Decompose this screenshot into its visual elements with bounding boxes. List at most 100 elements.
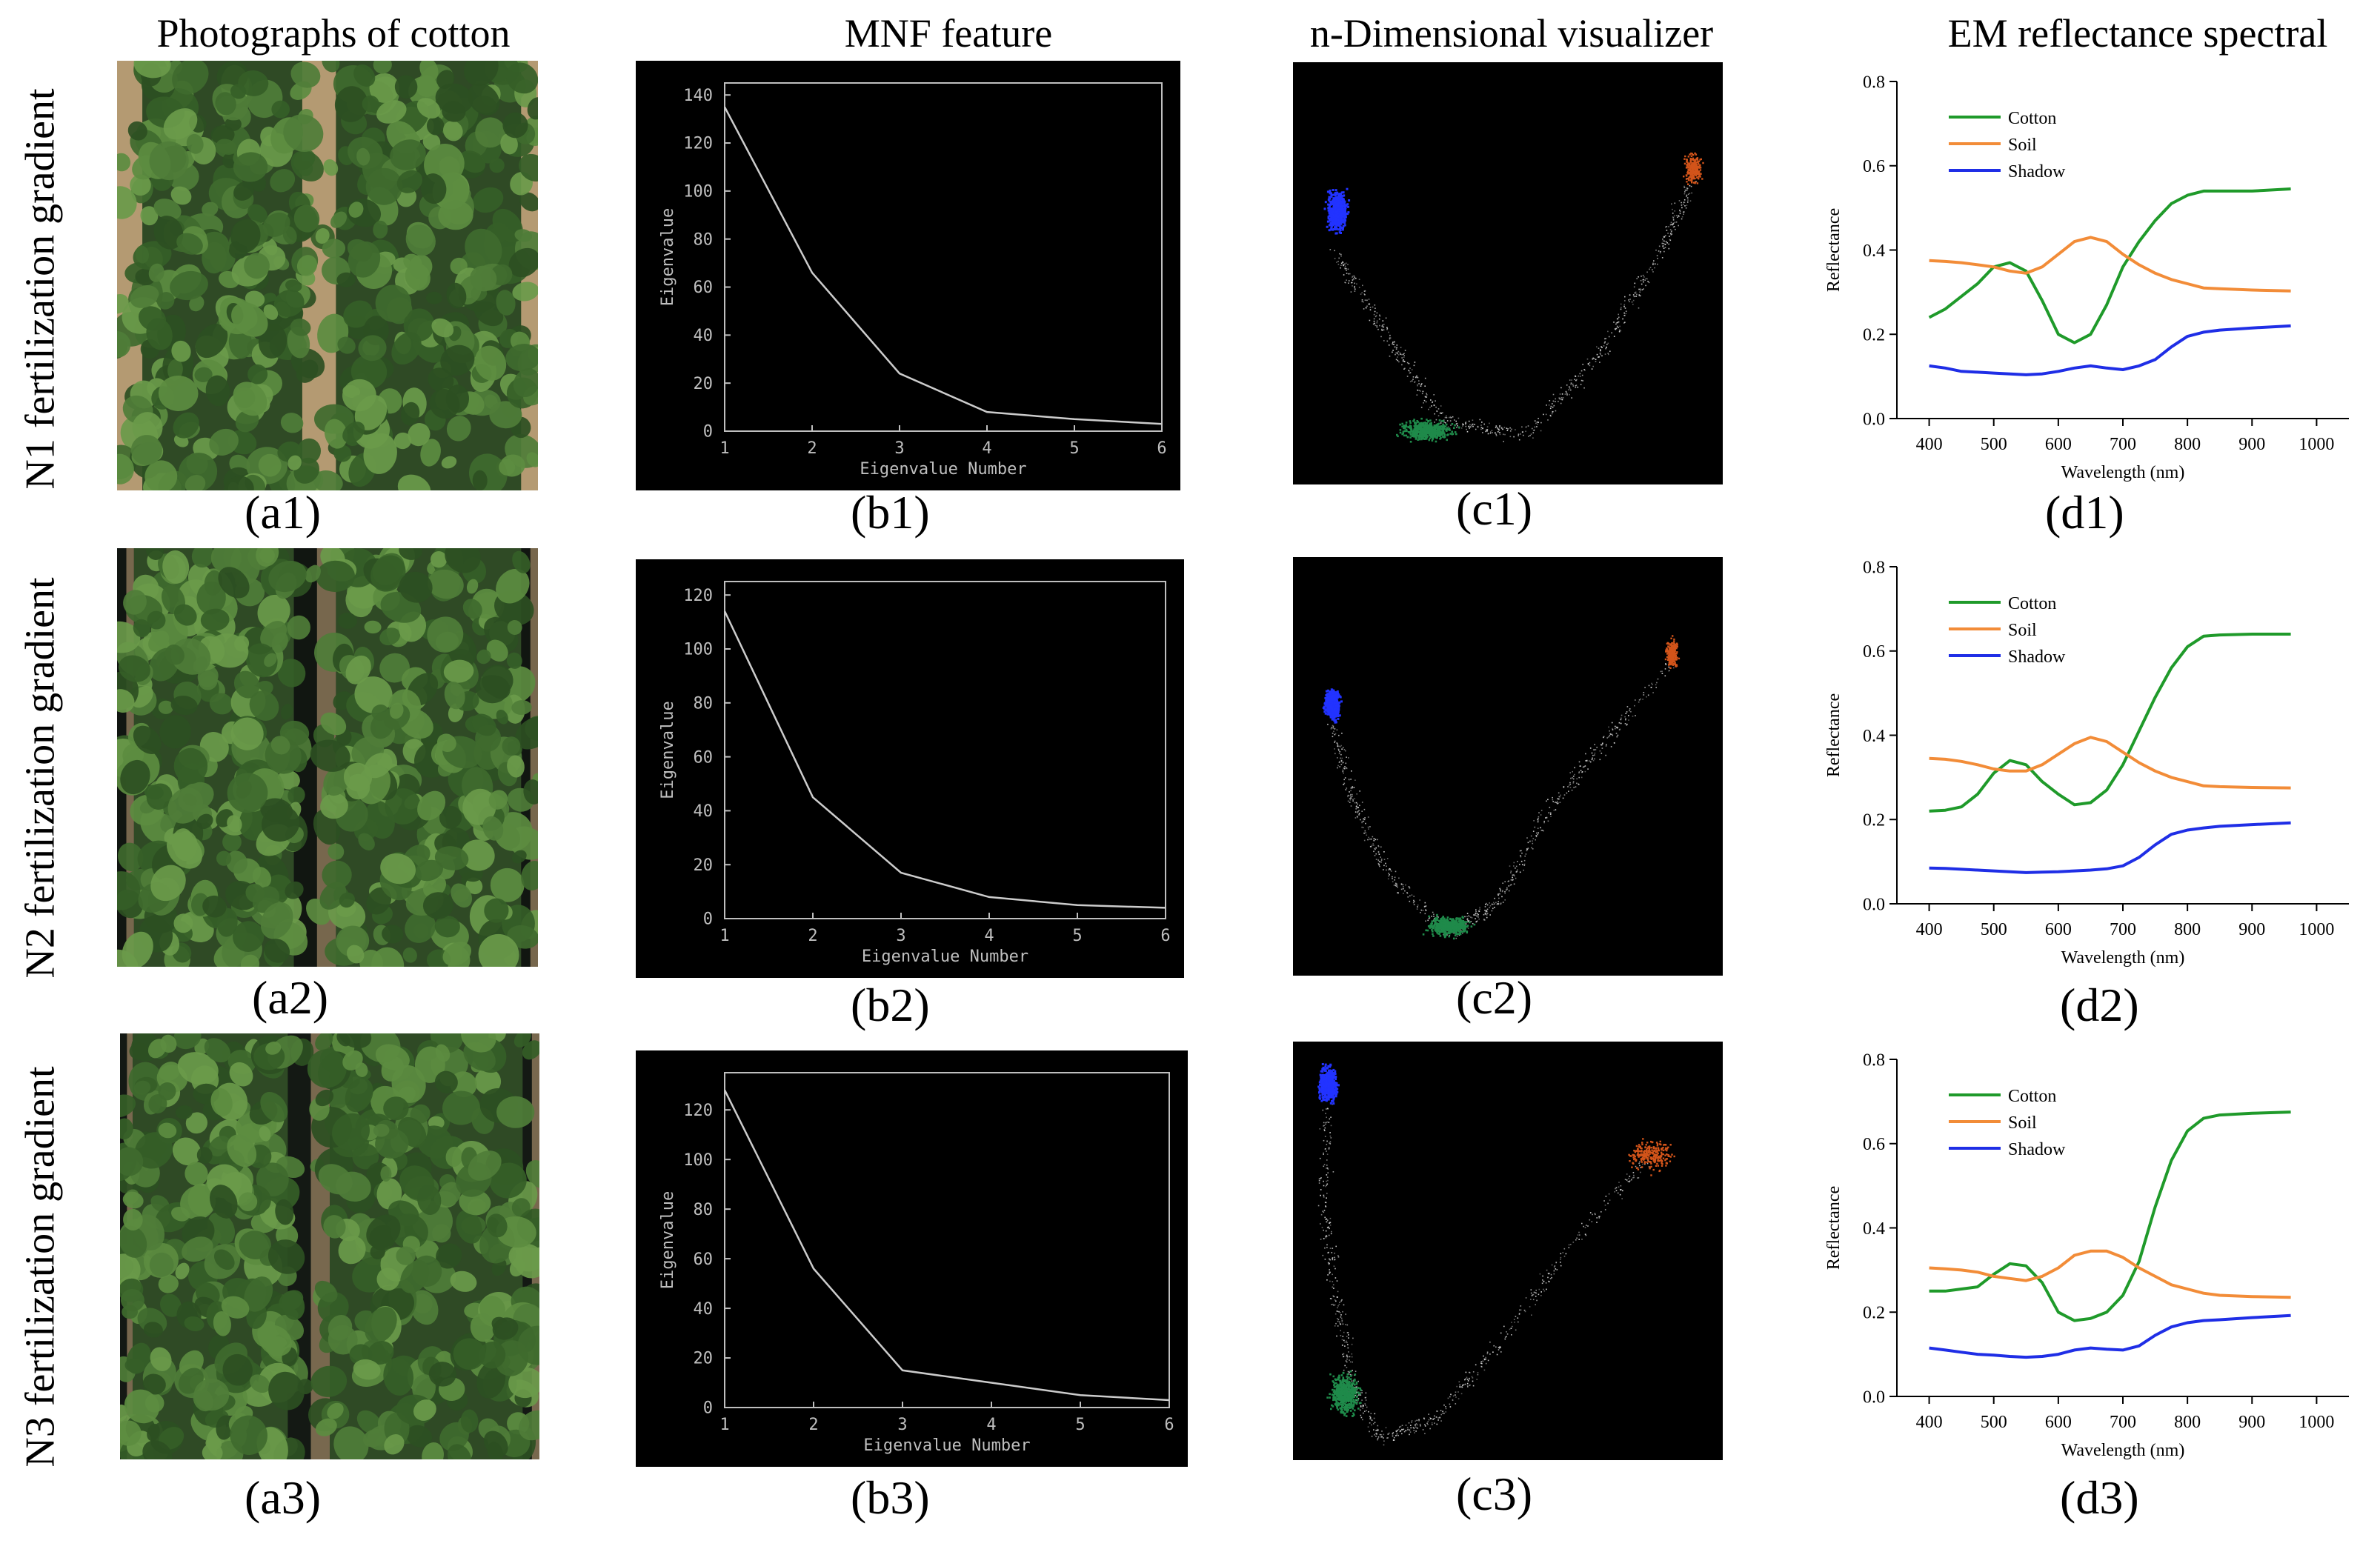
eigenvalue-line	[723, 1089, 1170, 1402]
x-tick-label: 600	[2045, 920, 2072, 939]
x-tick-label: 900	[2238, 920, 2265, 939]
plot-area: 0.0 0.2 0.4 0.6 0.8 400 500 600 700 800 900 1000 Wav…	[1824, 73, 2349, 482]
series-line-soil	[1929, 1249, 2291, 1299]
y-tick-label: 0.0	[1863, 895, 1885, 914]
x-tick-label: 700	[2110, 1413, 2136, 1432]
panel-label-c2: (c2)	[1456, 971, 1533, 1024]
ndvis-white-points	[1329, 178, 1698, 442]
plot-area: 0 20 40 60 80 100 120 1 2 3 4 5 6 Eigenvalue Number Ei…	[659, 1072, 1174, 1455]
x-tick-label: 1000	[2298, 920, 2334, 939]
ndvis-green-cluster	[1422, 913, 1476, 940]
chart-background	[636, 559, 1184, 978]
cotton-photo-a3	[120, 1033, 539, 1459]
y-axis-label: Eigenvalue	[659, 1191, 677, 1289]
row-label-n3: N3 fertilization gradient	[18, 1066, 64, 1468]
y-tick-label: 60	[694, 279, 714, 297]
ndvis-blue-cluster	[1317, 1063, 1340, 1105]
x-tick-label: 500	[1981, 920, 2007, 939]
x-tick-label: 400	[1916, 1413, 1943, 1432]
x-axis-label: Eigenvalue Number	[862, 947, 1028, 966]
eigenvalue-line	[723, 610, 1166, 909]
y-tick-label: 0.8	[1863, 1050, 1885, 1070]
plot-frame	[724, 581, 1166, 919]
x-tick-label: 3	[896, 927, 905, 945]
x-tick-label: 6	[1164, 1416, 1174, 1434]
x-axis-label: Eigenvalue Number	[860, 460, 1026, 479]
photo-svg	[117, 61, 538, 490]
series-line-shadow	[1929, 821, 2291, 874]
legend-label-shadow: Shadow	[2008, 1140, 2066, 1159]
column-title-mnf: MNF feature	[844, 11, 1053, 56]
legend-label-cotton: Cotton	[2008, 594, 2056, 613]
chart-svg-d3: 0.0 0.2 0.4 0.6 0.8 400 500 600 700 800 900 1000 Wav…	[1824, 1050, 2349, 1460]
em-spectral-chart-d3: 0.0 0.2 0.4 0.6 0.8 400 500 600 700 800 900 1000 Wav…	[1808, 1045, 2371, 1467]
y-axis-label: Reflectance	[1824, 208, 1844, 292]
series-line-cotton	[1929, 1110, 2291, 1322]
panel-label-a3: (a3)	[245, 1471, 322, 1524]
y-tick-label: 0.8	[1863, 73, 1885, 92]
row-label-n3-wrap: N3 fertilization gradient	[0, 1030, 82, 1504]
em-spectral-chart-d1: 0.0 0.2 0.4 0.6 0.8 400 500 600 700 800 900 1000 Wav…	[1808, 67, 2371, 489]
y-tick-label: 100	[683, 1151, 713, 1170]
panel-label-c3: (c3)	[1456, 1468, 1533, 1520]
ndvis-scatter-c3	[1293, 1042, 1723, 1460]
x-tick-label: 4	[982, 439, 991, 458]
series-line-soil	[1929, 236, 2291, 293]
panel-label-a1: (a1)	[245, 486, 322, 539]
ndvis-green-cluster	[1326, 1370, 1362, 1417]
ndvis-white-points	[1327, 662, 1676, 939]
x-axis-label: Wavelength (nm)	[2061, 948, 2185, 967]
plot-area: 0.0 0.2 0.4 0.6 0.8 400 500 600 700 800 900 1000 Wav…	[1824, 1050, 2349, 1460]
panel-label-d2: (d2)	[2060, 979, 2139, 1031]
chart-svg-b1: 0 20 40 60 80 100 120 140 1 2 3 4 5 6 Eigenvalue Numbe…	[636, 61, 1180, 490]
legend-label-soil: Soil	[2008, 136, 2037, 155]
series-line-cotton	[1929, 633, 2291, 813]
x-axis-label: Eigenvalue Number	[863, 1436, 1030, 1455]
y-tick-label: 120	[683, 135, 713, 153]
ndvis-background	[1293, 62, 1723, 484]
panel-label-d3: (d3)	[2060, 1471, 2139, 1524]
x-tick-label: 5	[1072, 927, 1082, 945]
x-tick-label: 6	[1160, 927, 1170, 945]
cotton-leaves	[117, 61, 538, 490]
y-tick-label: 20	[694, 1350, 714, 1368]
y-tick-label: 0.4	[1863, 1219, 1885, 1239]
chart-svg-d1: 0.0 0.2 0.4 0.6 0.8 400 500 600 700 800 900 1000 Wav…	[1824, 73, 2349, 482]
ndvis-orange-cluster	[1683, 152, 1704, 185]
x-tick-label: 600	[2045, 1413, 2072, 1432]
y-tick-label: 0	[703, 910, 713, 929]
plot-area: 0.0 0.2 0.4 0.6 0.8 400 500 600 700 800 900 1000 Wav…	[1824, 558, 2349, 967]
x-tick-label: 500	[1981, 1413, 2007, 1432]
y-tick-label: 0	[703, 423, 713, 442]
cotton-photo-a2	[117, 548, 538, 967]
panel-label-c1: (c1)	[1456, 482, 1533, 535]
ndvis-green-cluster	[1396, 417, 1460, 443]
y-tick-label: 0.6	[1863, 1135, 1885, 1154]
column-title-photos: Photographs of cotton	[156, 11, 511, 56]
legend-label-soil: Soil	[2008, 1113, 2037, 1133]
panel-label-a2: (a2)	[252, 971, 329, 1024]
panel-label-b1: (b1)	[851, 486, 930, 539]
row-label-n1: N1 fertilization gradient	[18, 88, 64, 490]
plot-frame	[724, 1072, 1170, 1408]
y-tick-label: 0.0	[1863, 1388, 1885, 1407]
y-tick-label: 60	[694, 748, 714, 767]
x-tick-label: 4	[986, 1416, 996, 1434]
plot-area: 0 20 40 60 80 100 120 1 2 3 4 5 6 Eigenvalue Number Ei…	[659, 581, 1171, 966]
plot-area: 0 20 40 60 80 100 120 140 1 2 3 4 5 6 Eigenvalue Numbe…	[659, 82, 1167, 479]
ndvis-orange-cluster	[1664, 635, 1681, 669]
ndvis-background	[1293, 1042, 1723, 1460]
ndvis-orange-cluster	[1628, 1138, 1675, 1176]
legend-label-cotton: Cotton	[2008, 1087, 2056, 1106]
y-tick-label: 80	[694, 230, 714, 249]
ndvis-background	[1293, 557, 1723, 976]
cotton-photo-a1	[117, 61, 538, 490]
x-tick-label: 2	[807, 439, 817, 458]
chart-background	[636, 1050, 1188, 1467]
y-tick-label: 0.8	[1863, 558, 1885, 577]
row-label-n1-wrap: N1 fertilization gradient	[0, 52, 82, 526]
x-axis-label: Wavelength (nm)	[2061, 1441, 2185, 1460]
y-tick-label: 20	[694, 856, 714, 875]
y-tick-label: 0.2	[1863, 1304, 1885, 1323]
y-axis-label: Reflectance	[1824, 1186, 1844, 1270]
